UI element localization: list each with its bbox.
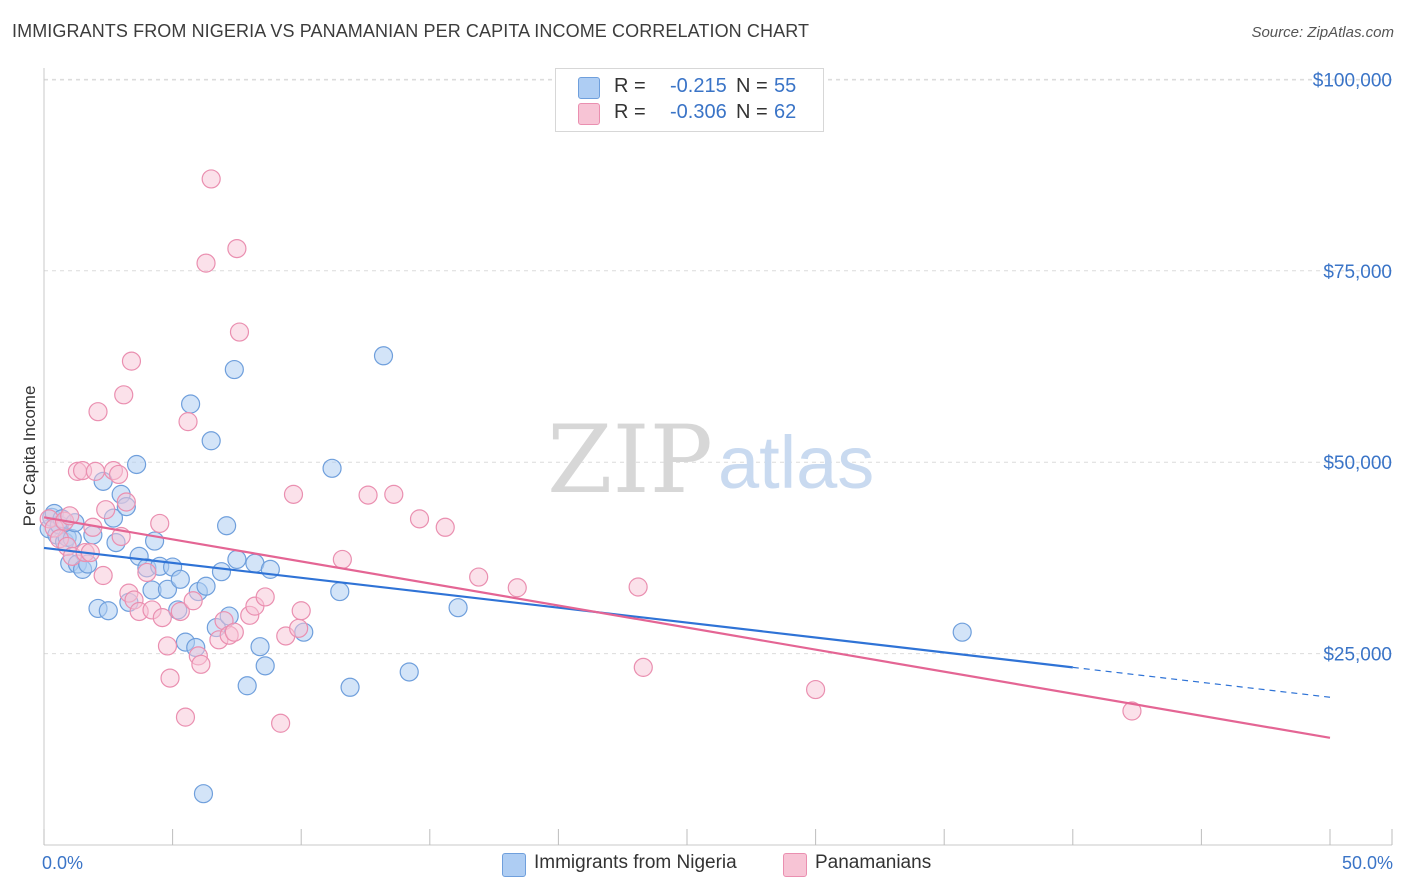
data-point-panamanians <box>150 513 170 534</box>
data-point-panamanians <box>178 412 198 432</box>
series-nigeria-points <box>39 346 972 804</box>
data-point-panamanians <box>224 622 244 642</box>
data-point-panamanians <box>160 668 180 688</box>
y-tick-labels: $25,000 $50,000 $75,000 $100,000 <box>1313 70 1392 665</box>
data-point-nigeria <box>340 677 360 697</box>
data-point-panamanians <box>201 169 221 189</box>
legend-n-value: 55 <box>774 75 797 97</box>
data-point-nigeria <box>181 394 201 414</box>
legend-r-label: R = <box>614 101 646 123</box>
trendline-nigeria-extension <box>1072 666 1331 698</box>
y-tick-label: $50,000 <box>1323 453 1392 474</box>
y-axis-title: Per Capita Income <box>20 386 39 527</box>
data-point-nigeria <box>193 784 214 804</box>
legend-n-label: N = <box>736 101 768 123</box>
data-point-nigeria <box>157 579 178 599</box>
bottom-legend-swatch-blue <box>502 853 526 877</box>
data-point-nigeria <box>237 676 257 696</box>
data-point-panamanians <box>291 601 311 621</box>
data-point-panamanians <box>114 385 134 405</box>
source-label: Source: ZipAtlas.com <box>1251 24 1394 41</box>
data-point-nigeria <box>399 662 419 682</box>
data-point-panamanians <box>175 707 196 727</box>
data-point-panamanians <box>358 485 378 505</box>
data-point-panamanians <box>116 492 136 512</box>
data-point-panamanians <box>227 238 247 259</box>
x-tick-labels: 0.0% 50.0% <box>42 853 1393 873</box>
data-point-nigeria <box>224 359 244 380</box>
data-point-panamanians <box>137 562 157 583</box>
data-point-nigeria <box>322 458 342 478</box>
data-point-nigeria <box>373 346 394 366</box>
data-point-panamanians <box>271 713 291 733</box>
y-tick-label: $25,000 <box>1323 645 1392 666</box>
data-point-nigeria <box>448 598 468 618</box>
x-tick-label: 0.0% <box>42 853 83 873</box>
data-point-panamanians <box>805 679 826 700</box>
data-point-panamanians <box>108 464 129 485</box>
trendline-panamanians <box>43 516 1331 739</box>
watermark-atlas: atlas <box>718 421 874 504</box>
data-point-nigeria <box>196 576 216 596</box>
legend-r-value: -0.215 <box>670 75 727 97</box>
correlation-legend: R = -0.215 N = 55 R = -0.306 N = 62 <box>555 68 824 132</box>
data-point-nigeria <box>330 581 350 602</box>
data-point-panamanians <box>183 591 203 611</box>
bottom-legend-label: Panamanians <box>815 852 932 873</box>
watermark: ZIP atlas <box>547 406 874 515</box>
x-tick-label: 50.0% <box>1342 853 1393 873</box>
data-point-panamanians <box>96 500 116 520</box>
chart-title: IMMIGRANTS FROM NIGERIA VS PANAMANIAN PE… <box>12 21 810 41</box>
data-point-nigeria <box>952 622 972 642</box>
data-point-panamanians <box>85 461 106 481</box>
data-point-panamanians <box>332 549 352 570</box>
data-point-panamanians <box>229 322 250 342</box>
y-tick-label: $75,000 <box>1323 262 1392 283</box>
legend-n-label: N = <box>736 75 768 97</box>
data-point-panamanians <box>1122 701 1142 721</box>
gridlines <box>44 78 1392 655</box>
data-point-panamanians <box>507 578 527 598</box>
data-point-panamanians <box>409 509 430 529</box>
data-point-nigeria <box>227 549 247 570</box>
legend-r-value: -0.306 <box>670 101 727 123</box>
bottom-legend-swatch-pink <box>783 853 807 877</box>
data-point-panamanians <box>88 402 108 422</box>
data-point-panamanians <box>384 484 404 504</box>
watermark-zip: ZIP <box>547 406 713 515</box>
data-point-panamanians <box>435 517 455 537</box>
data-point-panamanians <box>157 636 178 656</box>
data-point-panamanians <box>283 484 304 504</box>
data-point-panamanians <box>255 587 275 607</box>
y-tick-label: $100,000 <box>1313 70 1392 91</box>
series-panamanians-points <box>39 169 1142 733</box>
data-point-nigeria <box>211 562 232 582</box>
data-point-panamanians <box>191 654 211 674</box>
axes <box>43 68 1393 846</box>
data-point-panamanians <box>469 567 489 587</box>
bottom-legend-label: Immigrants from Nigeria <box>534 852 737 873</box>
legend-swatch-blue <box>578 77 600 99</box>
data-point-nigeria <box>98 601 118 621</box>
data-point-panamanians <box>289 618 309 638</box>
data-point-nigeria <box>255 656 275 676</box>
legend-r-label: R = <box>614 75 646 97</box>
data-point-panamanians <box>152 608 172 628</box>
data-point-panamanians <box>196 253 216 273</box>
trendlines <box>43 516 1331 739</box>
trendline-nigeria <box>43 546 1073 669</box>
data-point-panamanians <box>121 351 142 371</box>
data-point-nigeria <box>217 516 237 536</box>
data-point-panamanians <box>628 577 648 597</box>
data-point-panamanians <box>633 657 653 677</box>
data-point-panamanians <box>170 601 190 622</box>
data-point-nigeria <box>170 569 190 589</box>
legend-n-value: 62 <box>774 101 797 123</box>
data-point-nigeria <box>126 454 147 475</box>
data-point-nigeria <box>250 637 270 657</box>
data-point-panamanians <box>93 565 113 586</box>
data-point-nigeria <box>201 431 221 451</box>
legend-swatch-pink <box>578 103 600 125</box>
